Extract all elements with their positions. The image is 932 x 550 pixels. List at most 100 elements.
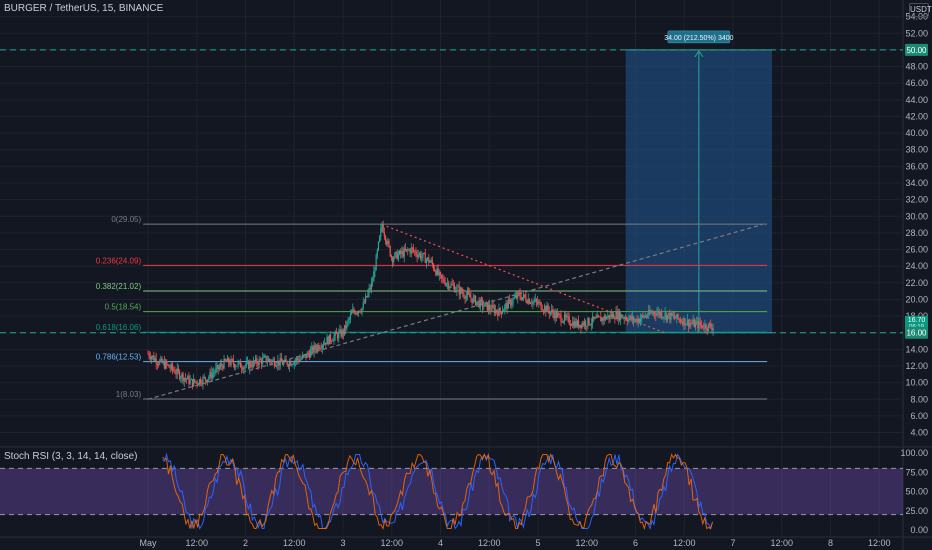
- candle-body: [300, 358, 302, 360]
- candle-body: [305, 354, 307, 358]
- y-tick-label: 32.00: [905, 195, 928, 205]
- candle-body: [458, 286, 460, 295]
- candle-body: [596, 315, 598, 318]
- candle-body: [256, 358, 258, 364]
- candle-body: [307, 352, 309, 355]
- candle-body: [514, 295, 516, 298]
- candle-body: [290, 361, 292, 366]
- candle-body: [672, 315, 674, 317]
- candle-body: [700, 324, 703, 326]
- candle-body: [551, 309, 553, 312]
- x-tick-label: 12:00: [380, 538, 403, 548]
- candle-body: [276, 365, 278, 367]
- candle-body: [558, 313, 560, 315]
- candle-body: [263, 356, 265, 358]
- candle-body: [404, 248, 406, 251]
- candle-body: [408, 249, 410, 251]
- candle-body: [396, 251, 398, 260]
- candle-body: [356, 312, 359, 314]
- candle-body: [644, 315, 646, 318]
- candle-body: [298, 359, 300, 362]
- candle-body: [565, 314, 567, 318]
- candle-body: [588, 317, 590, 325]
- candle-body: [650, 312, 652, 314]
- candle-body: [436, 268, 438, 275]
- candle-body: [572, 321, 574, 326]
- candle-body: [219, 364, 222, 367]
- candle-body: [498, 308, 500, 316]
- candle-body: [599, 316, 601, 318]
- candle-body: [465, 295, 467, 299]
- candle-body: [358, 310, 360, 313]
- candle-body: [583, 321, 586, 326]
- candle-body: [476, 301, 478, 306]
- candle-body: [190, 379, 192, 380]
- candle-body: [238, 360, 240, 363]
- candle-body: [250, 362, 252, 367]
- candle-body: [562, 321, 564, 323]
- candle-body: [561, 321, 563, 323]
- rsi-k-line: [162, 452, 713, 531]
- candle-body: [299, 359, 301, 362]
- x-tick-label: 2: [243, 538, 248, 548]
- candle-body: [180, 377, 182, 379]
- candle-body: [698, 321, 700, 329]
- candle-body: [294, 360, 297, 362]
- candle-body: [403, 248, 405, 257]
- candle-body: [622, 317, 624, 319]
- candle-body: [520, 297, 522, 300]
- candle-body: [197, 383, 199, 385]
- candle-body: [383, 232, 385, 236]
- candle-body: [409, 249, 411, 254]
- candle-body: [335, 331, 337, 335]
- candle-body: [636, 319, 638, 323]
- x-tick-label: 5: [535, 538, 540, 548]
- candle-body: [400, 250, 402, 254]
- candle-body: [456, 286, 458, 291]
- trendline: [381, 224, 665, 334]
- candle-body: [187, 376, 189, 380]
- candle-body: [662, 317, 664, 319]
- candle-body: [575, 321, 577, 327]
- candle-body: [203, 377, 205, 378]
- y-tick-label: 26.00: [905, 245, 928, 255]
- candle-body: [533, 301, 535, 302]
- candle-body: [675, 317, 677, 319]
- candle-body: [559, 313, 561, 315]
- x-tick-label: 12:00: [185, 538, 208, 548]
- candle-body: [649, 310, 651, 314]
- rsi-tick-label: 75.00: [905, 467, 928, 477]
- candle-body: [279, 358, 281, 366]
- candle-body: [483, 306, 485, 308]
- candle-body: [678, 318, 680, 320]
- candle-body: [487, 304, 490, 311]
- candle-body: [340, 329, 342, 337]
- candle-body: [287, 365, 289, 367]
- candle-body: [430, 260, 432, 262]
- candle-body: [270, 360, 272, 363]
- candle-body: [634, 320, 636, 321]
- candle-body: [617, 311, 619, 320]
- y-tick-label: 48.00: [905, 62, 928, 72]
- candle-body: [531, 303, 533, 305]
- candle-body: [680, 321, 683, 323]
- candle-body: [322, 344, 325, 346]
- candle-body: [464, 296, 466, 299]
- candle-body: [515, 295, 518, 299]
- candle-body: [607, 315, 609, 318]
- candle-body: [318, 345, 320, 349]
- candle-body: [173, 369, 175, 371]
- currency-badge[interactable]: USDT: [909, 3, 932, 17]
- candle-body: [412, 248, 415, 251]
- candle-body: [621, 314, 623, 318]
- candle-body: [448, 283, 450, 289]
- candle-body: [315, 348, 318, 351]
- y-tick-label: 10.00: [905, 378, 928, 388]
- target-price-tag-bg: [905, 43, 928, 56]
- candle-body: [421, 256, 423, 259]
- x-tick-label: 7: [730, 538, 735, 548]
- candle-body: [241, 367, 243, 369]
- candle-body: [556, 313, 559, 318]
- candle-body: [685, 323, 687, 326]
